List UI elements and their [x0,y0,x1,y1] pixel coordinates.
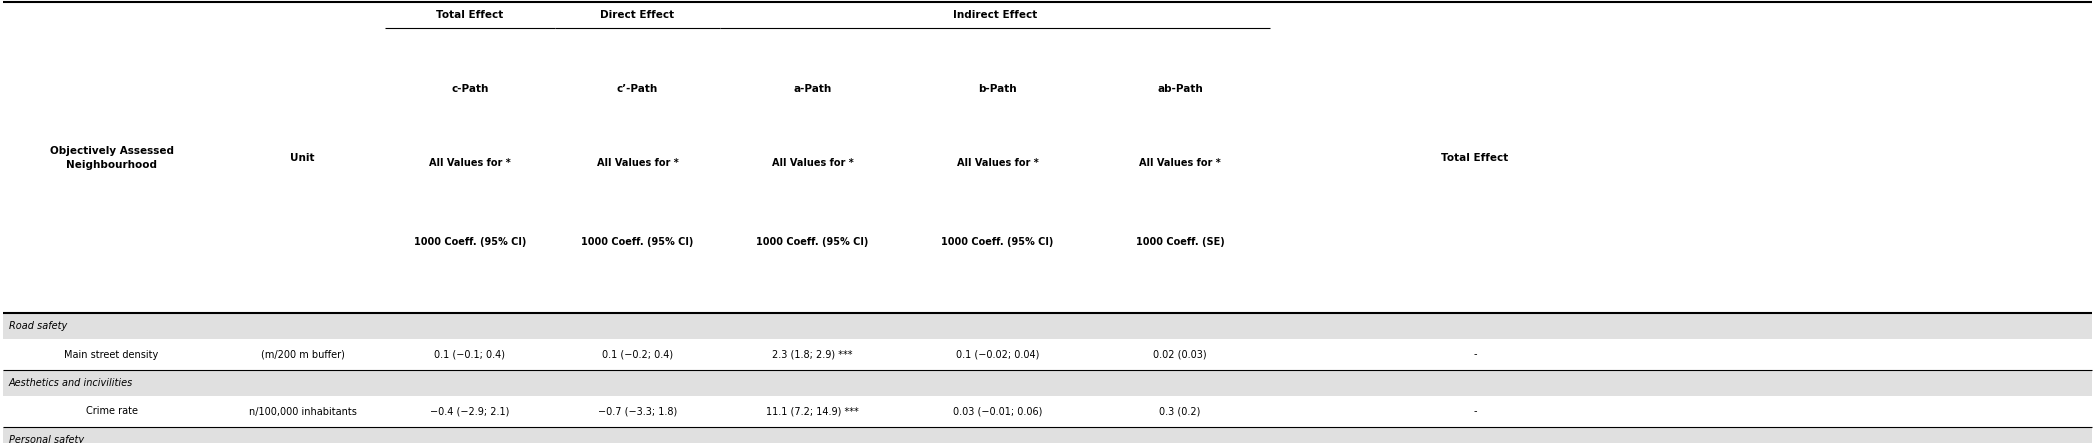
Text: a-Path: a-Path [794,84,832,93]
Text: Unit: Unit [291,152,314,163]
Text: All Values for *: All Values for * [771,159,853,168]
Text: 0.03 (−0.01; 0.06): 0.03 (−0.01; 0.06) [953,407,1041,416]
Text: 1000 Coeff. (95% CI): 1000 Coeff. (95% CI) [756,237,869,247]
Text: Main street density: Main street density [65,350,159,360]
Text: −0.7 (−3.3; 1.8): −0.7 (−3.3; 1.8) [597,407,677,416]
Text: c-Path: c-Path [450,84,488,93]
Text: -: - [1473,407,1477,416]
Text: Road safety: Road safety [8,321,67,331]
Bar [2,427,2093,443]
Text: c’-Path: c’-Path [616,84,658,93]
Text: 0.1 (−0.02; 0.04): 0.1 (−0.02; 0.04) [955,350,1039,360]
Text: 1000 Coeff. (95% CI): 1000 Coeff. (95% CI) [580,237,693,247]
Text: 0.02 (0.03): 0.02 (0.03) [1152,350,1207,360]
Text: Crime rate: Crime rate [86,407,138,416]
Text: All Values for *: All Values for * [957,159,1039,168]
Text: -: - [1473,350,1477,360]
Text: 1000 Coeff. (SE): 1000 Coeff. (SE) [1135,237,1223,247]
Text: 0.1 (−0.2; 0.4): 0.1 (−0.2; 0.4) [601,350,672,360]
Bar [2,370,2093,396]
Text: Aesthetics and incivilities: Aesthetics and incivilities [8,378,134,388]
Text: b-Path: b-Path [978,84,1016,93]
Text: −0.4 (−2.9; 2.1): −0.4 (−2.9; 2.1) [429,407,509,416]
Text: (m/200 m buffer): (m/200 m buffer) [260,350,344,360]
Text: 0.3 (0.2): 0.3 (0.2) [1159,407,1200,416]
Text: All Values for *: All Values for * [1140,159,1221,168]
Text: n/100,000 inhabitants: n/100,000 inhabitants [249,407,356,416]
Text: Total Effect: Total Effect [1441,152,1508,163]
Text: ab-Path: ab-Path [1156,84,1203,93]
Text: Indirect Effect: Indirect Effect [953,10,1037,20]
Bar [2,313,2093,339]
Text: 1000 Coeff. (95% CI): 1000 Coeff. (95% CI) [415,237,526,247]
Text: 2.3 (1.8; 2.9) ***: 2.3 (1.8; 2.9) *** [773,350,853,360]
Text: Personal safety: Personal safety [8,435,84,443]
Text: All Values for *: All Values for * [429,159,511,168]
Text: Direct Effect: Direct Effect [601,10,675,20]
Text: Total Effect: Total Effect [436,10,503,20]
Text: 11.1 (7.2; 14.9) ***: 11.1 (7.2; 14.9) *** [767,407,859,416]
Text: All Values for *: All Values for * [597,159,679,168]
Text: 1000 Coeff. (95% CI): 1000 Coeff. (95% CI) [941,237,1054,247]
Text: Objectively Assessed
Neighbourhood: Objectively Assessed Neighbourhood [50,145,174,170]
Text: 0.1 (−0.1; 0.4): 0.1 (−0.1; 0.4) [434,350,505,360]
